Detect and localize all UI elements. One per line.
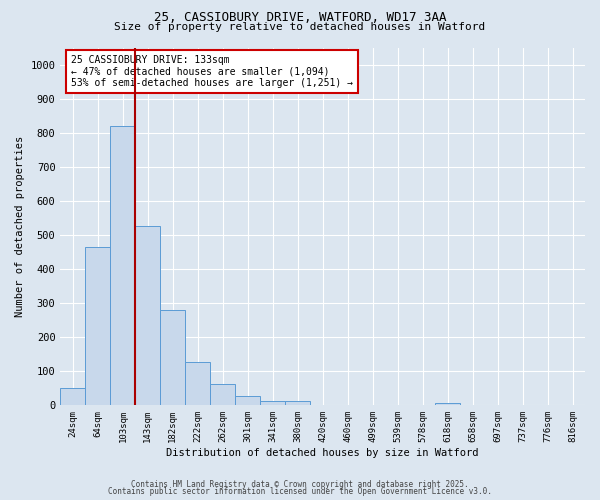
Bar <box>260 400 285 405</box>
Bar <box>136 226 160 405</box>
Bar <box>285 402 310 405</box>
X-axis label: Distribution of detached houses by size in Watford: Distribution of detached houses by size … <box>166 448 479 458</box>
Bar <box>235 396 260 405</box>
Bar <box>160 310 185 405</box>
Text: Contains public sector information licensed under the Open Government Licence v3: Contains public sector information licen… <box>108 487 492 496</box>
Y-axis label: Number of detached properties: Number of detached properties <box>15 136 25 317</box>
Text: Contains HM Land Registry data © Crown copyright and database right 2025.: Contains HM Land Registry data © Crown c… <box>131 480 469 489</box>
Text: Size of property relative to detached houses in Watford: Size of property relative to detached ho… <box>115 22 485 32</box>
Text: 25 CASSIOBURY DRIVE: 133sqm
← 47% of detached houses are smaller (1,094)
53% of : 25 CASSIOBURY DRIVE: 133sqm ← 47% of det… <box>71 54 353 88</box>
Bar <box>185 362 210 405</box>
Bar <box>210 384 235 405</box>
Bar <box>61 388 85 405</box>
Bar <box>435 403 460 405</box>
Text: 25, CASSIOBURY DRIVE, WATFORD, WD17 3AA: 25, CASSIOBURY DRIVE, WATFORD, WD17 3AA <box>154 11 446 24</box>
Bar <box>85 246 110 405</box>
Bar <box>110 126 136 405</box>
